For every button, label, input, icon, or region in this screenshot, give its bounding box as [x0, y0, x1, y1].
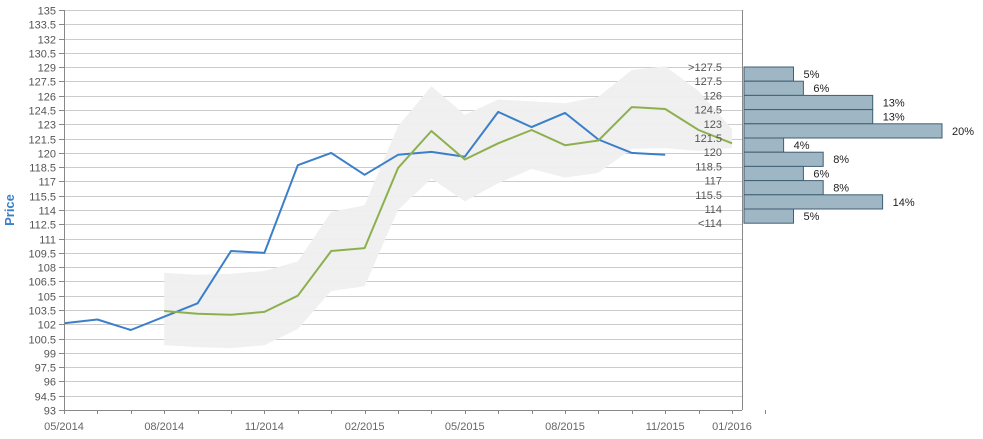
- x-tick-label: 11/2015: [646, 421, 685, 433]
- y-tick-label: 102: [38, 320, 56, 332]
- y-tick-label: 118.5: [29, 163, 56, 175]
- histogram-percent-label: 6%: [813, 83, 829, 95]
- histogram-bin-label: 118.5: [695, 161, 722, 173]
- histogram-bar: [743, 137, 785, 153]
- y-tick-label: 103.5: [28, 306, 56, 318]
- histogram-percent-label: 20%: [952, 126, 974, 138]
- y-tick-label: 114: [38, 206, 56, 218]
- y-tick-label: 93: [44, 406, 56, 418]
- histogram-bin-label: 121.5: [694, 133, 722, 145]
- histogram-bar: [743, 80, 804, 96]
- y-tick-label: 135: [38, 6, 56, 18]
- histogram-percent-label: 4%: [794, 140, 810, 152]
- y-tick-label: 124.5: [28, 106, 56, 118]
- axes: 93 94.5 96 97.5 99 100.5 102 103.5 105 106.5 108 10…: [28, 6, 766, 433]
- y-tick-label: 130.5: [28, 49, 56, 61]
- y-tick-label: 133.5: [28, 20, 56, 32]
- histogram-bar: [743, 94, 874, 111]
- y-tick-label: 109.5: [28, 249, 56, 261]
- histogram-bin-label: <114: [698, 218, 722, 230]
- histogram-percent-label: 6%: [813, 168, 829, 180]
- histogram-bin-label: 126: [704, 90, 722, 102]
- histogram-percent-label: 8%: [833, 154, 849, 166]
- x-tick-label: 05/2015: [445, 421, 485, 433]
- histogram-bar: [743, 180, 824, 196]
- y-tick-label: 100.5: [28, 335, 56, 347]
- y-tick-label: 121.5: [28, 135, 56, 147]
- confidence-band: [164, 66, 732, 349]
- y-tick-label: 106.5: [28, 277, 56, 289]
- histogram-percent-label: 14%: [893, 197, 915, 209]
- y-tick-label: 127.5: [28, 77, 56, 89]
- histogram-bar: [743, 151, 824, 167]
- y-tick-label: 111: [39, 235, 56, 247]
- y-tick-label: 132: [38, 35, 56, 47]
- y-tick-label: 126: [38, 92, 56, 104]
- histogram-percent-label: 13%: [883, 112, 905, 124]
- histogram-bar: [743, 194, 884, 210]
- histogram-bin-label: 117: [704, 176, 722, 188]
- histogram-bin-label: 124.5: [694, 105, 722, 117]
- y-tick-label: 99: [44, 349, 56, 361]
- histogram-bar: [743, 208, 794, 224]
- histogram-bin-label: 115.5: [695, 190, 722, 202]
- y-tick-label: 108: [38, 263, 56, 275]
- series-lines: [63, 106, 733, 331]
- y-tick-label: 115.5: [29, 192, 56, 204]
- y-tick-label: 94.5: [35, 392, 56, 404]
- y-tick-label: 97.5: [35, 363, 56, 375]
- actual-series-line: [63, 110, 666, 331]
- x-tick-label: 01/2016: [712, 421, 752, 433]
- y-tick-label: 96: [44, 377, 56, 389]
- histogram-percent-label: 8%: [833, 183, 849, 195]
- y-tick-label: 105: [38, 292, 56, 304]
- histogram-bar: [743, 109, 874, 125]
- y-axis-label: Price: [2, 194, 17, 226]
- y-tick-label: 112.5: [29, 220, 56, 232]
- histogram-percent-label: 5%: [804, 211, 820, 223]
- x-tick-label: 08/2015: [545, 421, 585, 433]
- y-tick-label: 123: [38, 120, 56, 132]
- histogram-bar: [743, 165, 804, 182]
- histogram-bin-label: 127.5: [694, 76, 722, 88]
- histogram: 5% 6% 13% 13% 20% 4% 8% 6% 8% 14% 5% >127.5 127.5 126…: [688, 62, 974, 230]
- x-tick-label: 05/2014: [44, 421, 84, 433]
- histogram-bin-label: 114: [704, 204, 722, 216]
- y-tick-label: 129: [38, 63, 56, 75]
- x-tick-label: 11/2014: [245, 421, 284, 433]
- histogram-bar: [743, 123, 943, 139]
- histogram-bin-label: 120: [704, 147, 722, 159]
- histogram-bin-label: 123: [704, 119, 722, 131]
- y-tick-label: 120: [38, 149, 56, 161]
- histogram-percent-label: 13%: [883, 97, 905, 109]
- histogram-percent-label: 5%: [804, 69, 820, 81]
- histogram-bin-label: >127.5: [688, 62, 722, 74]
- forecast-series-line: [164, 106, 733, 316]
- x-tick-label: 08/2014: [144, 421, 184, 433]
- y-tick-label: 117: [38, 177, 56, 189]
- band-area: [164, 66, 732, 349]
- x-tick-label: 02/2015: [345, 421, 385, 433]
- histogram-bar: [743, 66, 794, 82]
